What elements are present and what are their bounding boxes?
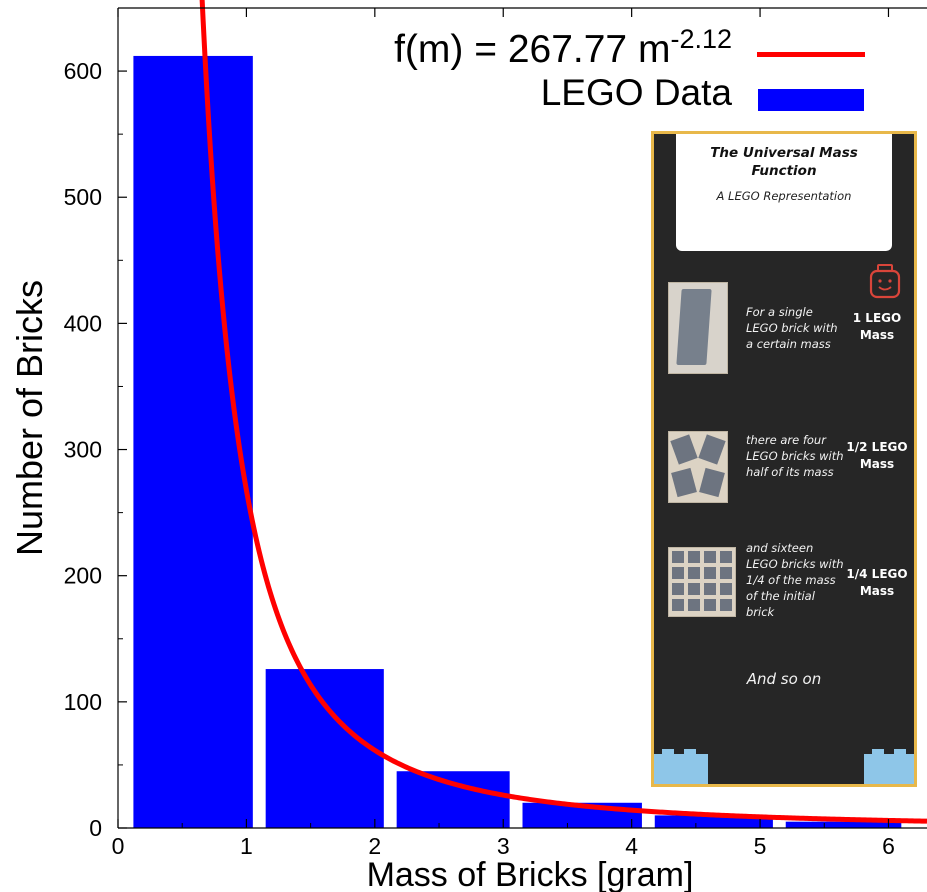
row3-description: and sixteen LEGO bricks with 1/4 of the … xyxy=(746,541,844,619)
bar-3 xyxy=(396,771,510,828)
small-brick xyxy=(688,567,700,579)
lego-stud xyxy=(872,749,884,754)
small-brick xyxy=(720,567,732,579)
lego-head-icon xyxy=(869,264,901,299)
y-axis-label: Number of Bricks xyxy=(9,280,50,556)
x-axis-label: Mass of Bricks [gram] xyxy=(367,856,694,892)
row1-description: For a single LEGO brick with a certain m… xyxy=(746,305,838,351)
row1-label: 1 LEGO Mass xyxy=(852,311,902,342)
small-brick xyxy=(672,599,684,611)
row2-description: there are four LEGO bricks with half of … xyxy=(746,433,844,479)
legend-fit-swatch xyxy=(757,52,865,57)
small-brick xyxy=(704,583,716,595)
small-brick xyxy=(688,551,700,563)
small-brick xyxy=(672,551,684,563)
x-tick-label: 0 xyxy=(112,833,125,859)
legend-fit-exponent: -2.12 xyxy=(670,24,732,54)
small-brick xyxy=(720,583,732,595)
x-tick-label: 2 xyxy=(368,833,381,859)
small-brick xyxy=(688,599,700,611)
inset-poster: The Universal Mass Function A LEGO Repre… xyxy=(651,131,917,787)
single-brick-photo xyxy=(668,282,728,374)
fit-curve xyxy=(199,0,927,824)
bar-6 xyxy=(785,821,902,828)
legend-fit-label: f(m) = 267.77 m-2.12 xyxy=(394,24,732,72)
lego-block-right xyxy=(864,754,914,784)
row3-label: 1/4 LEGO Mass xyxy=(846,567,908,598)
legend-fit-text: f(m) = 267.77 m xyxy=(394,28,671,71)
x-tick-label: 4 xyxy=(625,833,638,859)
y-tick-label: 400 xyxy=(64,310,102,336)
bar-2 xyxy=(265,669,384,828)
y-tick-label: 0 xyxy=(89,815,102,841)
small-brick xyxy=(720,551,732,563)
x-tick-label: 6 xyxy=(882,833,895,859)
small-brick xyxy=(672,567,684,579)
small-brick xyxy=(704,599,716,611)
small-brick xyxy=(704,567,716,579)
y-tick-label: 300 xyxy=(64,437,102,463)
inset-subtitle: A LEGO Representation xyxy=(716,189,852,203)
legend-data-label: LEGO Data xyxy=(540,72,732,113)
lego-stud xyxy=(894,749,906,754)
small-brick xyxy=(672,583,684,595)
y-tick-label: 100 xyxy=(64,689,102,715)
small-brick xyxy=(704,551,716,563)
small-brick xyxy=(688,583,700,595)
x-tick-label: 3 xyxy=(497,833,510,859)
small-brick xyxy=(720,599,732,611)
legend-data-swatch xyxy=(758,89,864,111)
y-tick-label: 200 xyxy=(64,563,102,589)
row2-label: 1/2 LEGO Mass xyxy=(846,440,908,471)
y-tick-label: 600 xyxy=(64,58,102,84)
y-tick-label: 500 xyxy=(64,184,102,210)
lego-stud xyxy=(662,749,674,754)
x-tick-label: 5 xyxy=(754,833,767,859)
four-bricks-photo xyxy=(668,431,728,503)
bar-1 xyxy=(133,55,253,828)
inset-title-card: The Universal Mass Function A LEGO Repre… xyxy=(676,134,892,251)
x-tick-label: 1 xyxy=(240,833,253,859)
lego-stud xyxy=(684,749,696,754)
inset-footer: And so on xyxy=(746,670,822,688)
inset-title: The Universal Mass Function xyxy=(710,145,858,179)
sixteen-bricks-photo xyxy=(668,547,736,617)
lego-block-left xyxy=(654,754,708,784)
